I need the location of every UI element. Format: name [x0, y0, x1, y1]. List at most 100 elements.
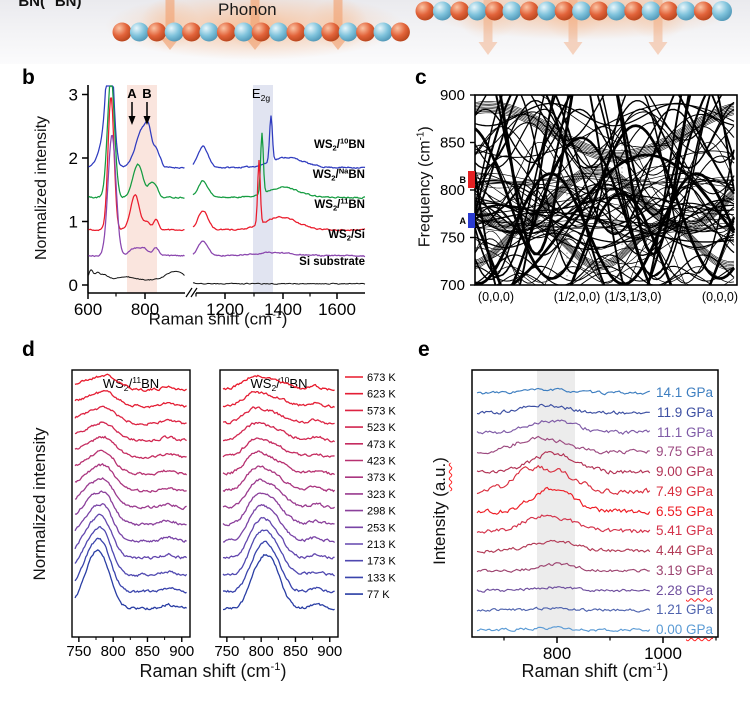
y-tick-label: 900 — [440, 87, 465, 104]
atom-boron — [321, 22, 341, 42]
atom-boron — [390, 22, 410, 42]
series-label: WS2/Si — [328, 229, 365, 243]
temperature-spectrum-curve — [222, 465, 336, 493]
phonon-bands — [475, 95, 736, 285]
pressure-spectrum-curve — [476, 486, 651, 515]
pressure-label: 11.1 GPa — [656, 424, 713, 440]
atom-boron — [182, 22, 202, 42]
pressure-label: 0.00 GPa — [655, 622, 713, 637]
pressure-label: 9.75 GPa — [655, 444, 713, 460]
temperature-spectrum-curve — [74, 525, 188, 578]
pressure-spectrum-curve — [476, 419, 651, 436]
series-label: WS2/NaBN — [313, 167, 365, 183]
temperature-spectrum-curve — [74, 373, 187, 392]
x-tick-label: 800 — [101, 643, 126, 660]
atom-boron — [286, 22, 306, 42]
spectrum-curve — [88, 134, 185, 258]
atom-boron — [589, 1, 609, 21]
pressure-label: 14.1 GPa — [655, 385, 713, 400]
temperature-spectrum-curve — [222, 516, 335, 560]
x-tick-label: 750 — [66, 643, 91, 660]
temperature-spectrum-curve — [74, 490, 187, 527]
highlight-band — [253, 85, 273, 293]
phonon-arrow-icon — [563, 0, 583, 55]
atom-boron — [624, 1, 644, 21]
y-tick-label: 1 — [69, 213, 78, 232]
legend-label: 373 K — [367, 472, 396, 484]
temperature-spectrum-curve — [74, 537, 187, 594]
pressure-spectrum-curve — [476, 435, 650, 455]
x-tick-label: 1600 — [318, 300, 356, 319]
x-tick-label: 1200 — [206, 300, 244, 319]
k-point-label: (1/2,0,0) — [554, 290, 601, 304]
atom-nitrogen — [129, 22, 149, 42]
pressure-spectrum-curve — [476, 450, 651, 475]
legend-label: 473 K — [367, 439, 396, 451]
atom-nitrogen — [712, 1, 732, 21]
pressure-spectrum-curve — [476, 625, 651, 633]
legend-label: 77 K — [367, 589, 390, 601]
y-tick-label: 3 — [69, 86, 78, 105]
temperature-spectrum-curve — [74, 449, 188, 476]
legend-label: 423 K — [367, 456, 396, 468]
panel-b-x-axis-label: Raman shift (cm-1) — [148, 309, 288, 329]
temperature-spectrum-curve — [222, 529, 335, 577]
atom-nitrogen — [164, 22, 184, 42]
atom-boron — [356, 22, 376, 42]
panel-b-y-axis-label: Normalized intensity — [33, 115, 50, 261]
legend-label: 573 K — [367, 405, 396, 417]
atom-nitrogen — [676, 1, 696, 21]
mode-marker-A — [468, 213, 475, 228]
series-label: Si substrate — [299, 256, 365, 268]
pressure-spectrum-curve — [476, 562, 650, 573]
panel-label-c: c — [415, 66, 427, 89]
atom-nitrogen — [338, 22, 358, 42]
pressure-label: 11.9 GPa — [656, 404, 713, 420]
temperature-spectrum-curve — [74, 502, 187, 543]
atom-nitrogen — [572, 1, 592, 21]
legend-label: 173 K — [367, 556, 396, 568]
y-tick-label: 850 — [440, 135, 465, 152]
atom-nitrogen — [537, 1, 557, 21]
temperature-spectrum-curve — [74, 549, 187, 611]
atom-nitrogen — [502, 1, 522, 21]
atom-nitrogen — [606, 1, 626, 21]
panel-b-raman-spectra-chart: 0 1 2 3 600 800 1200 1400 1600 WS2/10BN WS2/NaBN WS… — [25, 82, 380, 337]
spectrum-curve — [88, 97, 185, 232]
legend-label: 523 K — [367, 422, 396, 434]
pressure-label: 7.49 GPa — [655, 483, 713, 499]
legend-label: 673 K — [367, 372, 396, 384]
atom-nitrogen — [432, 1, 452, 21]
legend-label: 298 K — [367, 506, 396, 518]
panel-e-x-axis-label: Raman shift (cm-1) — [521, 661, 669, 681]
series-label: WS2/10BN — [314, 137, 365, 153]
temperature-spectrum-curve — [222, 437, 335, 458]
x-tick-label: 850 — [283, 643, 308, 660]
mode-marker-B — [468, 171, 475, 188]
y-tick-label: 750 — [440, 230, 465, 247]
temperature-spectrum-curve — [222, 492, 335, 527]
pressure-spectrum-curve — [476, 387, 650, 396]
atom-boron — [112, 22, 132, 42]
k-point-label: (0,0,0) — [702, 290, 738, 304]
pressure-label: 3.19 GPa — [655, 562, 713, 578]
x-tick-label: 1400 — [264, 300, 302, 319]
highlight-band — [537, 370, 575, 637]
pressure-spectrum-curve — [476, 514, 651, 534]
subplot-title: WS2/10BN — [251, 375, 308, 393]
panel-c-phonon-dispersion-chart: 700 750 800 850 900 B A (0,0,0) (1/2,0,0) (1/3,1/… — [400, 78, 750, 323]
panel-d-y-axis-label: Normalized intensity — [30, 427, 49, 581]
pressure-spectrum-curve — [476, 539, 651, 554]
atom-nitrogen — [269, 22, 289, 42]
pressure-label: 1.21 GPa — [655, 602, 713, 618]
atom-boron — [485, 1, 505, 21]
spectrum-curve — [192, 282, 366, 285]
temperature-spectrum-curve — [222, 374, 335, 392]
temperature-spectrum-curve — [222, 540, 335, 594]
annotation-A: A — [127, 86, 137, 101]
y-tick-label: 700 — [440, 277, 465, 294]
temperature-spectrum-curve — [222, 390, 335, 409]
pressure-label: 2.28 GPa — [655, 582, 713, 598]
legend-label: 253 K — [367, 522, 396, 534]
